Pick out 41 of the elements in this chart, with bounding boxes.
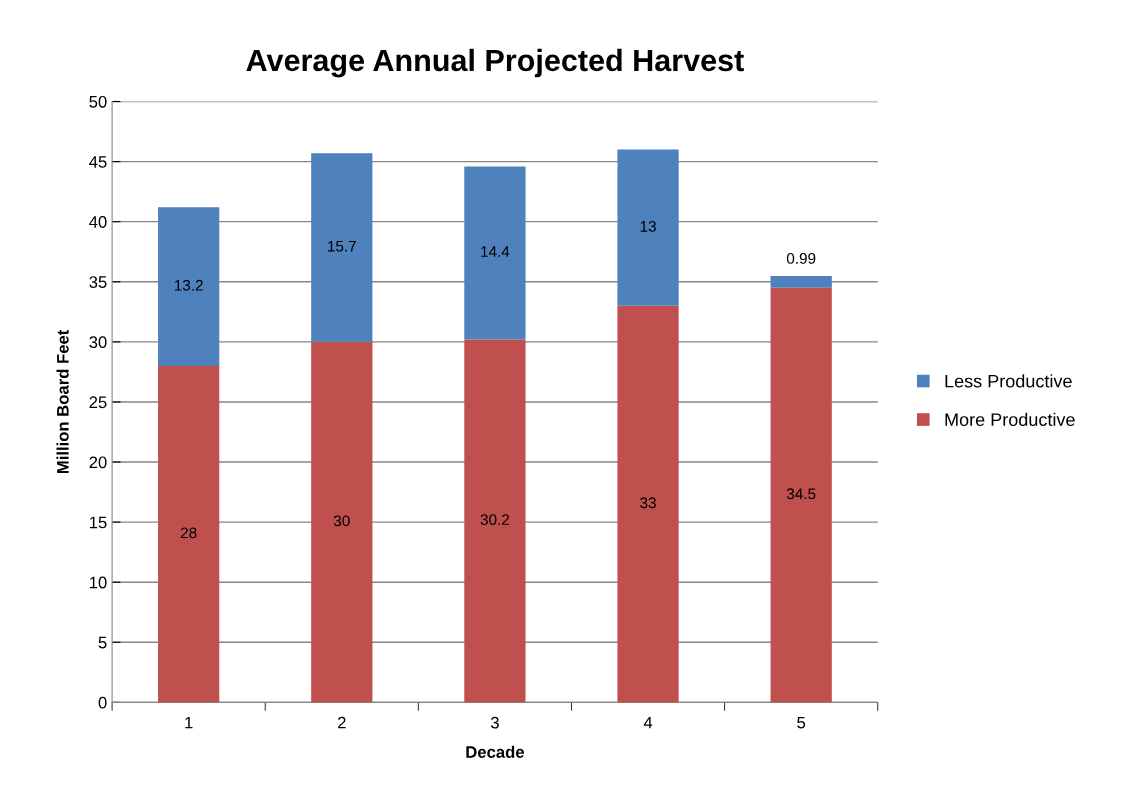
y-tick-label: 20	[89, 456, 107, 469]
y-axis-title: Million Board Feet	[56, 329, 69, 474]
bar	[158, 365, 220, 703]
data-label: 0.99	[786, 253, 816, 264]
data-label: 34.5	[786, 488, 816, 500]
x-tick-label: 1	[185, 716, 193, 729]
bar	[311, 341, 373, 703]
bar	[464, 339, 526, 703]
y-tick-label: 40	[89, 216, 107, 228]
y-tick-label: 45	[89, 156, 107, 168]
data-label: 13.2	[174, 279, 203, 291]
x-tick-label: 5	[797, 716, 806, 729]
x-tick-label: 3	[490, 716, 499, 729]
bar	[617, 149, 679, 306]
y-tick-label: 0	[98, 696, 107, 709]
bar	[158, 207, 220, 366]
y-tick-label: 50	[89, 95, 107, 108]
bar	[617, 305, 679, 703]
x-axis-title: Decade	[466, 745, 524, 758]
y-tick-label: 10	[89, 576, 107, 589]
bar	[464, 166, 526, 340]
chart-title: Average Annual Projected Harvest	[246, 48, 744, 78]
data-label: 14.4	[481, 246, 510, 257]
y-tick-label: 30	[89, 336, 107, 349]
data-label: 28	[180, 527, 197, 539]
bar	[770, 275, 832, 288]
y-tick-label: 5	[98, 636, 107, 649]
data-label: 13	[640, 220, 656, 232]
x-tick-label: 4	[643, 716, 653, 729]
data-label: 30.2	[480, 514, 510, 526]
bar	[770, 287, 832, 703]
data-label: 30	[333, 515, 350, 527]
y-tick-label: 35	[89, 276, 107, 288]
legend-label: Less Productive	[945, 374, 1072, 388]
data-label: 33	[640, 497, 656, 509]
y-tick-label: 25	[89, 396, 107, 409]
x-tick-label: 2	[338, 716, 346, 729]
legend-label: More Productive	[945, 412, 1075, 427]
y-tick-label: 15	[89, 516, 107, 529]
bar	[311, 153, 373, 342]
data-label: 15.7	[328, 240, 356, 252]
